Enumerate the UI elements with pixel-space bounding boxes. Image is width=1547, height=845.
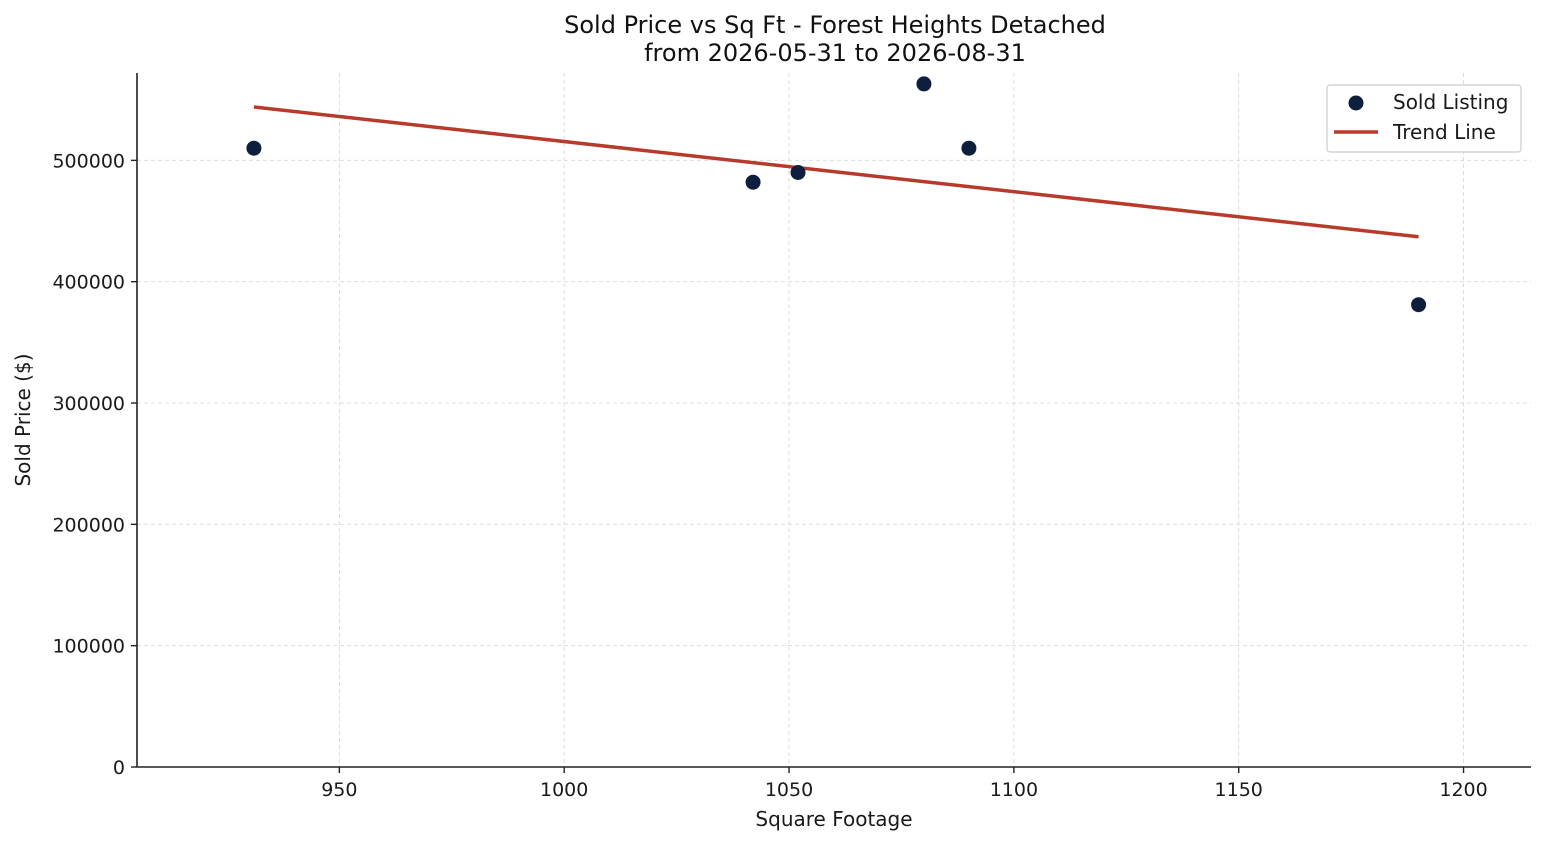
legend-box (1326, 84, 1522, 153)
y-tick-label: 500000 (52, 150, 125, 172)
series (246, 76, 1427, 313)
x-axis-title: Square Footage (755, 807, 912, 831)
scatter-point (961, 140, 977, 156)
scatter-point (745, 174, 761, 190)
x-tick-label: 1200 (1439, 779, 1487, 801)
y-tick-label: 300000 (52, 393, 125, 415)
legend-label-sold-listing: Sold Listing (1393, 90, 1508, 114)
y-tick-label: 100000 (52, 636, 125, 658)
y-axis-title: Sold Price ($) (11, 353, 35, 486)
y-tick-label: 200000 (52, 514, 125, 536)
x-tick-label: 950 (321, 779, 357, 801)
scatter-point (790, 164, 806, 180)
scatter-point (246, 140, 262, 156)
legend-label-trend-line: Trend Line (1392, 120, 1496, 144)
legend-marker-sold-listing (1348, 95, 1364, 111)
x-tick-label: 1050 (765, 779, 813, 801)
scatter-point (1411, 297, 1427, 313)
legend: Sold Listing Trend Line (1326, 84, 1522, 153)
x-ticks: 950 1000 1050 1100 1150 1200 (321, 767, 1488, 801)
y-tick-label: 0 (113, 757, 125, 779)
grid (137, 73, 1531, 767)
x-tick-label: 1150 (1215, 779, 1263, 801)
y-ticks: 0 100000 200000 300000 400000 500000 (52, 150, 137, 779)
x-tick-label: 1000 (540, 779, 588, 801)
y-tick-label: 400000 (52, 272, 125, 294)
scatter-point (916, 76, 932, 92)
x-tick-label: 1100 (990, 779, 1038, 801)
chart-title: Sold Price vs Sq Ft - Forest Heights Det… (564, 11, 1106, 39)
trend-line (253, 105, 1419, 239)
axes (136, 73, 1531, 768)
chart-subtitle: from 2026-05-31 to 2026-08-31 (644, 39, 1026, 67)
